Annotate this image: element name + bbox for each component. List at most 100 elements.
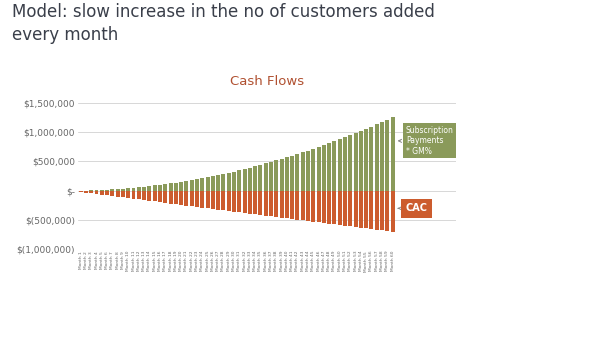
Bar: [216, 175, 220, 191]
Bar: [263, 163, 268, 191]
Bar: [353, 133, 358, 191]
Bar: [263, 191, 268, 216]
Bar: [322, 145, 326, 191]
Bar: [274, 191, 278, 217]
Bar: [221, 174, 226, 191]
Bar: [370, 127, 373, 191]
Bar: [131, 191, 136, 199]
Bar: [338, 191, 341, 225]
Bar: [100, 190, 104, 191]
Bar: [137, 187, 141, 191]
Bar: [158, 191, 162, 202]
Bar: [206, 191, 209, 208]
Bar: [84, 191, 88, 193]
Bar: [174, 191, 178, 204]
Bar: [259, 191, 262, 215]
Bar: [232, 191, 236, 212]
Bar: [348, 191, 352, 226]
Bar: [95, 190, 98, 191]
Bar: [380, 122, 384, 191]
Bar: [317, 147, 320, 191]
Bar: [391, 117, 395, 191]
Bar: [301, 191, 305, 220]
Bar: [110, 189, 115, 191]
Bar: [359, 131, 363, 191]
Bar: [311, 149, 315, 191]
Bar: [301, 152, 305, 191]
Bar: [131, 188, 136, 191]
Bar: [116, 191, 119, 197]
Bar: [142, 191, 146, 200]
Bar: [306, 151, 310, 191]
Bar: [163, 184, 167, 191]
Bar: [216, 191, 220, 210]
Bar: [105, 191, 109, 195]
Bar: [121, 191, 125, 197]
Bar: [327, 143, 331, 191]
Bar: [253, 191, 257, 214]
Bar: [227, 191, 230, 211]
Bar: [200, 178, 204, 191]
Bar: [179, 182, 183, 191]
Bar: [359, 191, 363, 228]
Bar: [148, 191, 151, 201]
Bar: [343, 137, 347, 191]
Bar: [79, 191, 83, 192]
Bar: [169, 191, 173, 204]
Bar: [163, 191, 167, 203]
Bar: [195, 179, 199, 191]
Bar: [169, 183, 173, 191]
Bar: [148, 186, 151, 191]
Bar: [195, 191, 199, 207]
Bar: [343, 191, 347, 226]
Bar: [237, 191, 241, 212]
Bar: [348, 135, 352, 191]
Bar: [206, 177, 209, 191]
Bar: [332, 141, 337, 191]
Bar: [274, 160, 278, 191]
Bar: [142, 187, 146, 191]
Bar: [116, 189, 119, 191]
Bar: [221, 191, 226, 210]
Bar: [375, 124, 379, 191]
Bar: [380, 191, 384, 231]
Bar: [237, 170, 241, 191]
Bar: [306, 191, 310, 221]
Bar: [248, 168, 252, 191]
Bar: [242, 169, 247, 191]
Bar: [126, 191, 130, 198]
Bar: [248, 191, 252, 214]
Bar: [295, 154, 299, 191]
Bar: [269, 191, 273, 216]
Title: Cash Flows: Cash Flows: [230, 75, 304, 88]
Bar: [259, 165, 262, 191]
Bar: [311, 191, 315, 222]
Bar: [253, 166, 257, 191]
Bar: [179, 191, 183, 205]
Bar: [184, 191, 188, 206]
Bar: [89, 190, 93, 191]
Bar: [280, 191, 284, 218]
Bar: [105, 190, 109, 191]
Bar: [200, 191, 204, 208]
Bar: [137, 191, 141, 200]
Bar: [152, 191, 157, 202]
Bar: [375, 191, 379, 230]
Text: Subscription
Payments
* GM%: Subscription Payments * GM%: [398, 126, 454, 156]
Bar: [285, 191, 289, 218]
Bar: [385, 191, 389, 231]
Bar: [364, 129, 368, 191]
Bar: [121, 189, 125, 191]
Bar: [158, 185, 162, 191]
Text: Model: slow increase in the no of customers added
every month: Model: slow increase in the no of custom…: [12, 3, 435, 43]
Bar: [332, 191, 337, 224]
Bar: [391, 191, 395, 232]
Bar: [95, 191, 98, 194]
Bar: [89, 191, 93, 193]
Bar: [242, 191, 247, 213]
Bar: [364, 191, 368, 228]
Bar: [322, 191, 326, 223]
Bar: [353, 191, 358, 227]
Bar: [227, 173, 230, 191]
Bar: [290, 191, 294, 219]
